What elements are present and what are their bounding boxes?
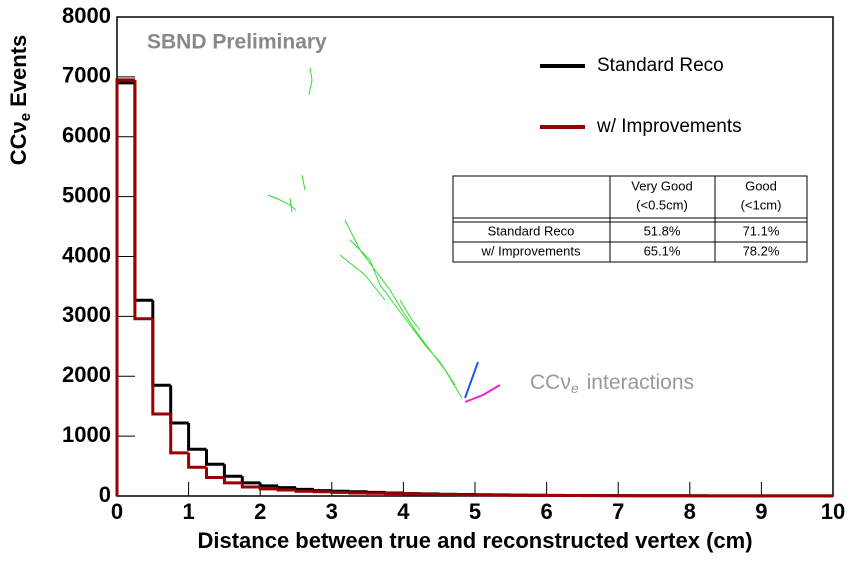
hist-step [296,488,314,490]
text-part: interactions [587,371,694,394]
hist-step [224,477,242,482]
table-header: Good [745,178,777,193]
y-tick-label: 3000 [62,302,111,327]
hist-step [135,80,153,319]
x-tick-label: 7 [612,499,624,524]
x-tick-label: 8 [684,499,696,524]
y-tick-label: 1000 [62,422,111,447]
hist-step [171,385,189,423]
hist-step [189,423,207,449]
hist-step [224,464,242,476]
text-part: e [571,380,579,396]
hist-step [117,80,135,496]
hist-step [350,492,368,493]
x-tick-label: 3 [326,499,338,524]
x-tick-label: 1 [182,499,194,524]
hist-step [117,83,135,496]
x-tick-label: 5 [469,499,481,524]
y-tick-label: 8000 [62,3,111,28]
table-header: Very Good [631,178,692,193]
hist-step [296,490,314,491]
hist-step [278,486,296,488]
table-header: (<0.5cm) [636,197,688,212]
text-part: CCν [6,121,31,165]
hist-step [332,492,350,493]
event-display [268,68,462,398]
table-cell: 78.2% [743,243,780,258]
x-axis-title: Distance between true and reconstructed … [197,528,752,553]
hist-step [153,319,171,414]
y-tick-label: 7000 [62,63,111,88]
table-cell: w/ Improvements [481,243,581,258]
x-tick-label: 0 [111,499,123,524]
event-track [465,385,500,402]
text-part: Events [6,35,31,107]
y-tick-label: 5000 [62,182,111,207]
hist-step [135,83,153,300]
y-axis-title: CCνe Events [6,35,34,166]
text-part: e [17,113,34,121]
y-tick-label: 2000 [62,362,111,387]
table-cell: 71.1% [743,223,780,238]
table-cell: Standard Reco [488,223,575,238]
event-track [465,362,478,398]
hist-step [314,491,332,492]
y-tick-label: 0 [99,482,111,507]
hist-step [153,300,171,385]
table-header: (<1cm) [741,197,782,212]
hist-step [171,414,189,453]
hist-step [207,449,225,464]
y-tick-label: 4000 [62,242,111,267]
y-tick-label: 6000 [62,123,111,148]
table-cell: 65.1% [644,243,681,258]
x-tick-label: 2 [254,499,266,524]
x-tick-label: 6 [540,499,552,524]
hist-step [242,476,260,483]
text-part: CCν [530,371,571,394]
x-tick-label: 9 [755,499,767,524]
result-table: Very Good (<0.5cm) Good (<1cm) Standard Reco… [453,176,807,262]
x-tick-label: 4 [397,499,410,524]
hist-step [189,453,207,467]
interactions-label: CCνe interactions [530,371,694,396]
legend-label: w/ Improvements [596,116,742,137]
x-tick-label: 10 [821,499,845,524]
legend-label: Standard Reco [597,55,724,76]
hist-step [207,467,225,477]
preliminary-label: SBND Preliminary [147,31,327,54]
hist-step [260,483,278,486]
table-cell: 51.8% [644,223,681,238]
hist-step [278,489,296,490]
